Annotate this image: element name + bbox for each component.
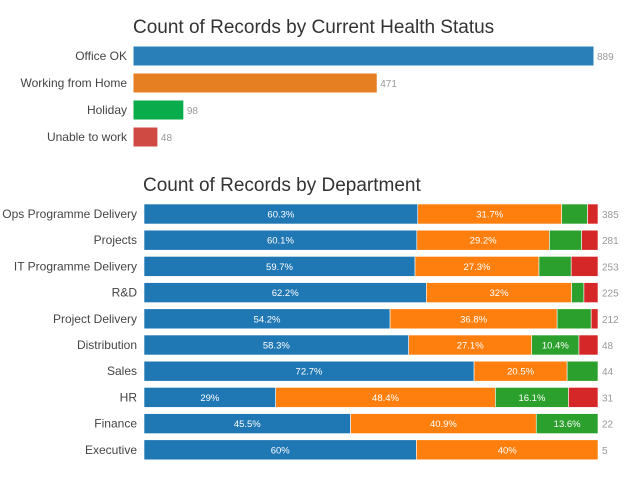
segment-unable-to-work[interactable] [587,203,599,225]
category-label: Distribution [77,338,137,352]
segment-holiday[interactable] [549,229,582,251]
segment-percent-label: 45.5% [234,419,261,430]
department-row: R&D 62.2% 32% 225 [112,282,619,303]
department-row: Distribution 58.3% 27.1% 10.4% 48 [77,334,614,356]
department-row: IT Programme Delivery 59.7% 27.3% 253 [14,256,619,277]
segment-percent-label: 72.7% [296,367,323,378]
department-row: Sales 72.7% 20.5% 44 [107,360,614,382]
segment-percent-label: 16.1% [518,393,545,404]
category-label: Unable to work [47,130,128,144]
segment-unable-to-work[interactable] [578,334,599,356]
segment-unable-to-work[interactable] [570,256,599,277]
category-label: Projects [94,233,137,247]
segment-percent-label: 29% [200,393,220,404]
total-label: 253 [602,262,619,273]
department-row: Ops Programme Delivery 60.3% 31.7% 385 [2,203,619,225]
category-label: Working from Home [21,76,128,90]
segment-percent-label: 29.2% [470,236,497,247]
segment-holiday[interactable] [556,308,592,330]
segment-holiday[interactable] [571,282,585,303]
total-label: 385 [602,210,619,221]
department-row: Projects 60.1% 29.2% 281 [94,229,619,251]
total-label: 225 [602,289,619,300]
category-label: Project Delivery [53,312,137,326]
segment-percent-label: 27.1% [457,341,484,352]
category-label: Executive [85,443,137,457]
segment-holiday[interactable] [566,360,599,382]
segment-percent-label: 40% [498,445,518,456]
bar-working-from-home[interactable] [132,72,378,94]
total-label: 31 [602,393,614,404]
segment-percent-label: 10.4% [542,341,569,352]
segment-unable-to-work[interactable] [568,387,599,408]
health-status-chart: Office OK 889 Working from Home 471 Holiday 9… [21,45,614,148]
category-label: HR [120,390,138,404]
segment-holiday[interactable] [561,203,588,225]
category-label: Office OK [75,49,127,63]
category-label: Sales [107,364,137,378]
total-label: 44 [602,367,614,378]
segment-percent-label: 54.2% [254,314,281,325]
category-label: R&D [112,286,138,300]
total-label: 212 [602,315,619,326]
value-label: 98 [187,106,199,117]
health-status-chart-title: Count of Records by Current Health Statu… [133,17,494,38]
segment-percent-label: 60% [271,445,291,456]
department-row: Executive 60% 40% 5 [85,439,608,461]
segment-holiday[interactable] [538,256,572,277]
bar-office-ok[interactable] [132,45,595,67]
segment-percent-label: 48.4% [372,393,399,404]
value-label: 889 [597,52,614,63]
segment-unable-to-work[interactable] [581,229,599,251]
segment-percent-label: 60.1% [267,236,294,247]
segment-percent-label: 59.7% [266,262,293,273]
segment-percent-label: 58.3% [263,341,290,352]
segment-holiday[interactable] [535,413,599,434]
department-chart: Ops Programme Delivery 60.3% 31.7% 385 Proje… [2,203,619,461]
department-row: HR 29% 48.4% 16.1% 31 [120,387,614,408]
total-label: 22 [602,420,614,431]
department-row: Finance 45.5% 40.9% 13.6% 22 [94,413,614,434]
segment-percent-label: 32% [490,288,510,299]
department-chart-title: Count of Records by Department [143,175,421,196]
segment-percent-label: 31.7% [476,210,503,221]
value-label: 48 [161,133,173,144]
segment-percent-label: 27.3% [464,262,491,273]
segment-percent-label: 40.9% [430,419,457,430]
total-label: 281 [602,236,619,247]
total-label: 5 [602,446,608,457]
segment-percent-label: 36.8% [460,314,487,325]
category-label: Holiday [87,103,127,117]
segment-unable-to-work[interactable] [583,282,599,303]
segment-percent-label: 60.3% [267,210,294,221]
segment-percent-label: 20.5% [507,367,534,378]
segment-unable-to-work[interactable] [590,308,599,330]
segment-working-from-home[interactable] [416,439,599,461]
category-label: Ops Programme Delivery [2,207,137,221]
segment-percent-label: 62.2% [272,288,299,299]
bar-holiday[interactable] [132,99,185,121]
category-label: IT Programme Delivery [14,259,137,273]
segment-percent-label: 13.6% [554,419,581,430]
bar-unable-to-work[interactable] [132,126,159,148]
value-label: 471 [380,79,397,90]
department-row: Project Delivery 54.2% 36.8% 212 [53,308,619,330]
total-label: 48 [602,341,614,352]
category-label: Finance [94,417,137,431]
